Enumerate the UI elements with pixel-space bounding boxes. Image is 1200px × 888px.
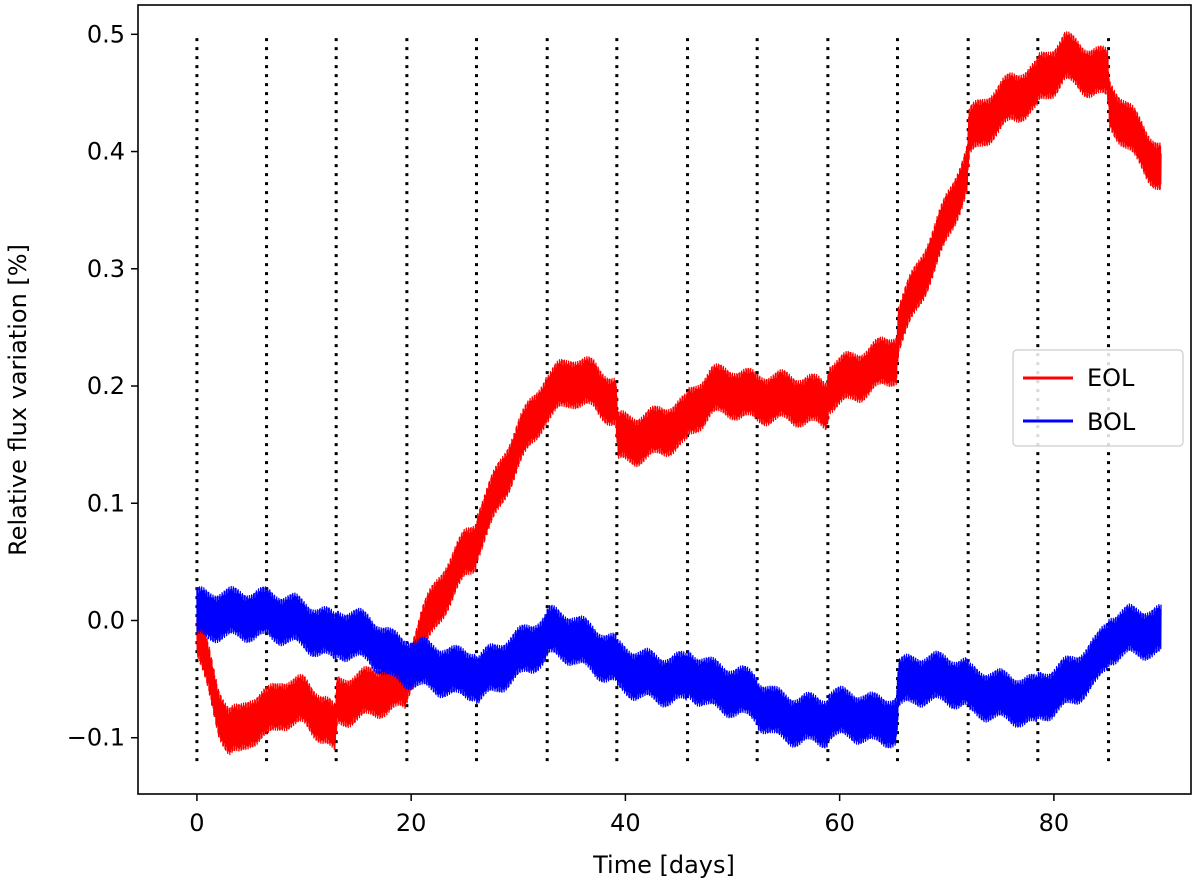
- y-axis-label: Relative flux variation [%]: [4, 244, 32, 556]
- y-tick-label: 0.4: [87, 138, 125, 166]
- x-tick-label: 20: [396, 809, 427, 837]
- y-axis-ticks: −0.1 0.0 0.1 0.2 0.3 0.4 0.5: [67, 20, 138, 752]
- x-tick-label: 0: [189, 809, 204, 837]
- series-line-bol: [196, 585, 1162, 749]
- legend: EOL BOL: [1012, 349, 1184, 447]
- legend-label-eol: EOL: [1087, 364, 1135, 392]
- series-layer: [196, 31, 1162, 756]
- x-axis-label: Time [days]: [592, 851, 735, 879]
- y-tick-label: 0.0: [87, 606, 125, 634]
- y-tick-label: 0.1: [87, 489, 125, 517]
- plot-frame: [137, 4, 1192, 795]
- y-tick-label: 0.2: [87, 372, 125, 400]
- y-tick-label: 0.3: [87, 255, 125, 283]
- legend-label-bol: BOL: [1087, 408, 1136, 436]
- y-tick-label: 0.5: [87, 20, 125, 48]
- x-tick-label: 40: [610, 809, 641, 837]
- x-axis-ticks: 0 20 40 60 80: [189, 794, 1069, 837]
- x-tick-label: 80: [1039, 809, 1070, 837]
- series-line-eol: [196, 31, 1162, 756]
- x-tick-label: 60: [824, 809, 855, 837]
- y-tick-label: −0.1: [67, 724, 125, 752]
